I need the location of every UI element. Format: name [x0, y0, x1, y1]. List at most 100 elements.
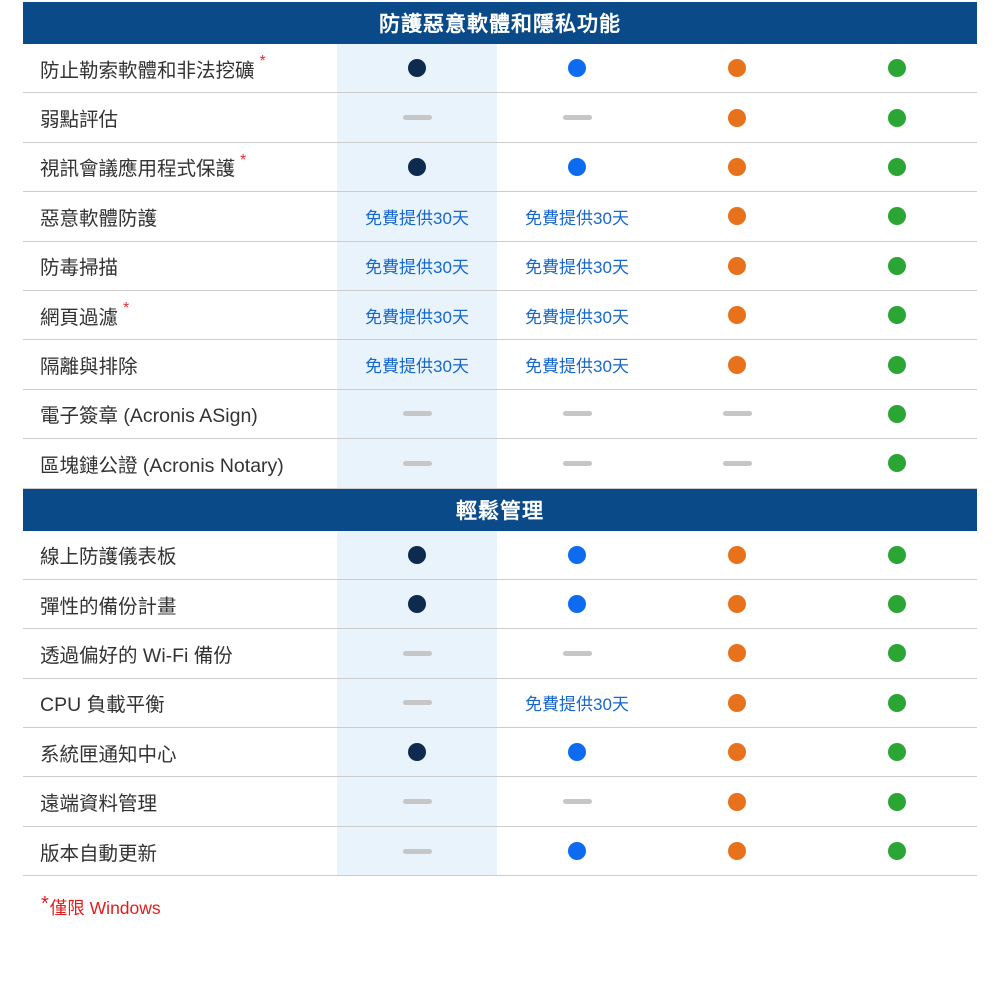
value-cell — [337, 389, 497, 439]
feature-label: CPU 負載平衡 — [40, 694, 165, 717]
value-cell — [337, 439, 497, 488]
value-cell — [337, 826, 497, 876]
not-included-dash-icon — [562, 411, 592, 417]
orange-included-dot-icon — [728, 595, 746, 614]
free-trial-label: 免費提供30天 — [525, 258, 629, 278]
section-title: 輕鬆管理 — [456, 499, 544, 523]
orange-included-dot-icon — [728, 355, 746, 374]
green-included-dot-icon — [888, 792, 906, 811]
navy-included-dot-icon — [408, 595, 426, 614]
feature-label: 惡意軟體防護 — [40, 207, 158, 230]
table-row: 區塊鏈公證 (Acronis Notary) — [23, 439, 977, 489]
green-included-dot-icon — [888, 59, 906, 78]
feature-label-cell: 弱點評估 — [23, 93, 337, 141]
value-cell — [337, 530, 497, 579]
free-trial-label: 免費提供30天 — [365, 258, 469, 278]
free-trial-label: 免費提供30天 — [365, 357, 469, 377]
navy-included-dot-icon — [408, 157, 426, 176]
value-cell — [817, 531, 977, 579]
table-row: 系統匣通知中心 — [23, 728, 977, 778]
orange-included-dot-icon — [728, 59, 746, 78]
free-trial-label: 免費提供30天 — [365, 208, 469, 228]
value-cell — [817, 679, 977, 727]
green-included-dot-icon — [888, 595, 906, 614]
orange-included-dot-icon — [728, 842, 746, 861]
feature-label: 透過偏好的 Wi-Fi 備份 — [40, 644, 233, 667]
value-cell — [497, 629, 657, 677]
table-row: 惡意軟體防護 免費提供30天 免費提供30天 — [23, 192, 977, 242]
green-included-dot-icon — [888, 256, 906, 275]
value-cell — [497, 439, 657, 487]
feature-label: 系統匣通知中心 — [40, 743, 177, 766]
windows-only-asterisk: * — [123, 300, 130, 318]
feature-label: 防止勒索軟體和非法挖礦 — [40, 59, 255, 82]
feature-label: 電子簽章 (Acronis ASign) — [40, 405, 258, 428]
footnote-text: 僅限 Windows — [49, 898, 161, 919]
footnote-asterisk: * — [41, 893, 49, 916]
value-cell — [337, 728, 497, 777]
free-trial-label: 免費提供30天 — [365, 307, 469, 327]
green-included-dot-icon — [888, 157, 906, 176]
value-cell — [497, 580, 657, 628]
value-cell — [817, 44, 977, 92]
section-header: 輕鬆管理 — [23, 488, 977, 531]
table-row: 隔離與排除 免費提供30天 免費提供30天 — [23, 340, 977, 390]
value-cell — [657, 192, 817, 240]
value-cell — [657, 291, 817, 339]
value-cell — [817, 827, 977, 875]
feature-label: 區塊鏈公證 (Acronis Notary) — [40, 454, 284, 477]
not-included-dash-icon — [402, 460, 432, 466]
section-header: 防護惡意軟體和隱私功能 — [23, 2, 977, 44]
feature-label: 視訊會議應用程式保護 — [40, 158, 236, 181]
navy-included-dot-icon — [408, 59, 426, 78]
orange-included-dot-icon — [728, 743, 746, 762]
value-cell — [657, 679, 817, 727]
value-cell: 免費提供30天 — [497, 340, 657, 388]
feature-label: 防毒掃描 — [40, 257, 119, 280]
value-cell — [657, 531, 817, 579]
orange-included-dot-icon — [728, 256, 746, 275]
value-cell — [657, 728, 817, 776]
feature-label-cell: 彈性的備份計畫 — [23, 580, 337, 628]
feature-label: 版本自動更新 — [40, 842, 158, 865]
navy-included-dot-icon — [408, 545, 426, 564]
feature-label-cell: 惡意軟體防護 — [23, 192, 337, 240]
value-cell — [337, 678, 497, 728]
value-cell — [657, 629, 817, 677]
table-body: 防護惡意軟體和隱私功能 防止勒索軟體和非法挖礦 * 弱點評估 視訊會議應用程式保護 * 惡意… — [23, 2, 977, 877]
value-cell — [497, 777, 657, 825]
value-cell — [497, 827, 657, 875]
value-cell — [817, 143, 977, 191]
orange-included-dot-icon — [728, 792, 746, 811]
value-cell — [497, 93, 657, 141]
value-cell — [657, 242, 817, 290]
green-included-dot-icon — [888, 355, 906, 374]
blue-included-dot-icon — [568, 743, 586, 762]
feature-comparison-table: 防護惡意軟體和隱私功能防止勒索軟體和非法挖礦 * 弱點評估視訊會議應用程式保護 * 惡意… — [23, 2, 977, 920]
navy-included-dot-icon — [408, 743, 426, 762]
value-cell — [817, 291, 977, 339]
value-cell: 免費提供30天 — [497, 242, 657, 290]
green-included-dot-icon — [888, 108, 906, 127]
feature-label-cell: 隔離與排除 — [23, 340, 337, 388]
green-included-dot-icon — [888, 454, 906, 473]
value-cell: 免費提供30天 — [497, 679, 657, 727]
value-cell — [657, 580, 817, 628]
table-row: 版本自動更新 — [23, 826, 977, 877]
not-included-dash-icon — [562, 460, 592, 466]
table-row: 線上防護儀表板 — [23, 530, 977, 580]
value-cell — [497, 531, 657, 579]
value-cell: 免費提供30天 — [337, 340, 497, 389]
value-cell — [657, 777, 817, 825]
feature-label: 遠端資料管理 — [40, 793, 158, 816]
orange-included-dot-icon — [728, 693, 746, 712]
table-row: CPU 負載平衡 免費提供30天 — [23, 678, 977, 729]
feature-label: 弱點評估 — [40, 109, 119, 132]
feature-label-cell: 區塊鏈公證 (Acronis Notary) — [23, 439, 337, 487]
not-included-dash-icon — [402, 650, 432, 656]
feature-label: 隔離與排除 — [40, 356, 138, 379]
blue-included-dot-icon — [568, 545, 586, 564]
not-included-dash-icon — [402, 411, 432, 417]
value-cell — [817, 340, 977, 388]
not-included-dash-icon — [562, 650, 592, 656]
